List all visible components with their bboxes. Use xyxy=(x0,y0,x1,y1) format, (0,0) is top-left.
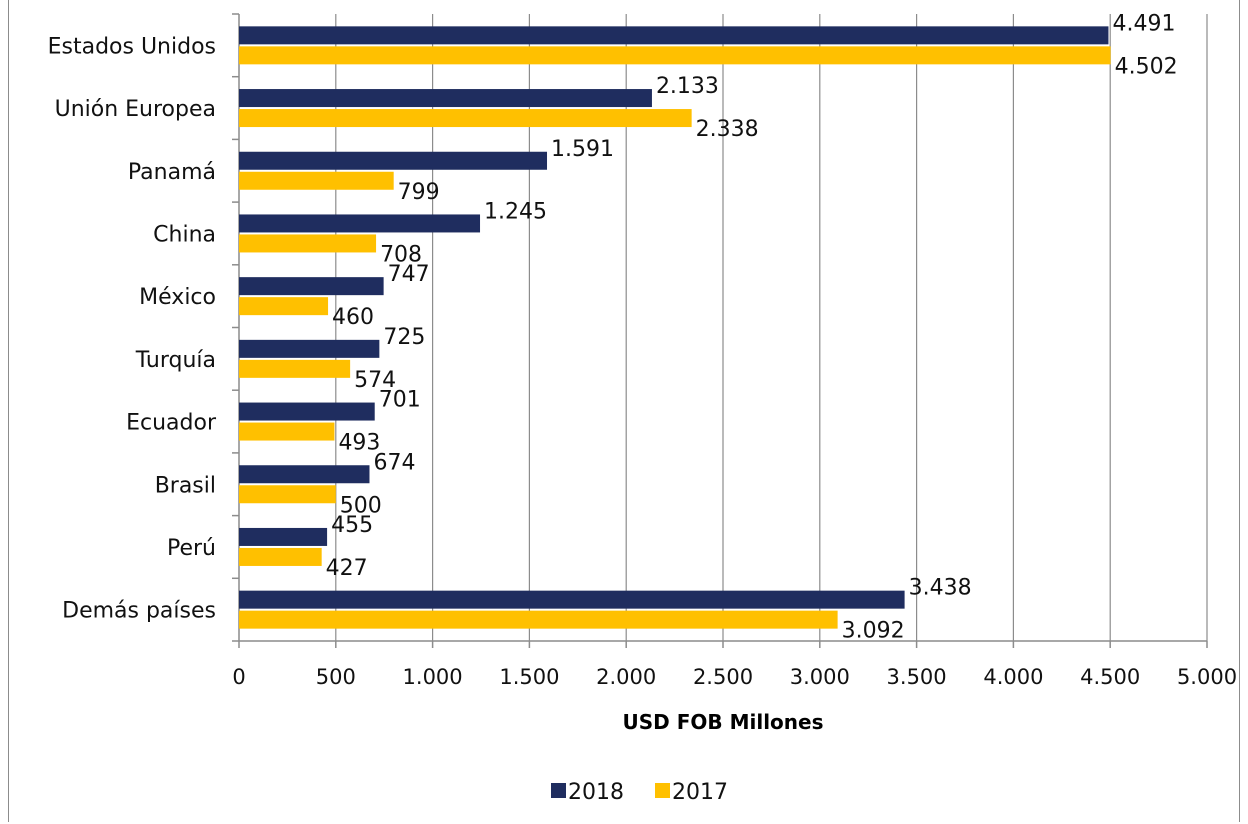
category-label: Demás países xyxy=(62,599,216,624)
bar-2018 xyxy=(239,527,328,546)
data-label-2017: 427 xyxy=(326,556,368,581)
bar-2017 xyxy=(239,46,1111,65)
bar-2018 xyxy=(239,339,380,358)
bar-2018 xyxy=(239,465,370,484)
x-tick-label: 2.000 xyxy=(596,665,656,689)
category-label: China xyxy=(153,222,216,247)
data-label-2017: 2.338 xyxy=(696,117,759,142)
data-label-2018: 747 xyxy=(388,262,430,287)
x-tick-label: 4.000 xyxy=(983,665,1043,689)
data-label-2017: 3.092 xyxy=(842,619,905,644)
data-label-2017: 574 xyxy=(354,368,396,393)
category-label: México xyxy=(139,285,216,310)
bar-2017 xyxy=(239,234,377,253)
category-label: Turquía xyxy=(135,348,216,373)
category-label: Estados Unidos xyxy=(48,34,216,59)
category-label: Ecuador xyxy=(126,411,217,436)
data-label-2017: 799 xyxy=(398,180,440,205)
bar-2017 xyxy=(239,109,692,128)
data-label-2018: 674 xyxy=(373,450,415,475)
legend-swatch-2017 xyxy=(655,783,670,798)
data-label-2018: 455 xyxy=(331,513,373,538)
bar-2017 xyxy=(239,422,335,441)
data-label-2017: 500 xyxy=(340,493,382,518)
x-tick-label: 5.000 xyxy=(1177,665,1237,689)
x-tick-label: 3.500 xyxy=(887,665,947,689)
category-label: Unión Europea xyxy=(55,97,216,122)
category-label: Perú xyxy=(167,536,216,561)
data-label-2017: 4.502 xyxy=(1115,54,1178,79)
bar-2017 xyxy=(239,485,336,504)
x-axis-title: USD FOB Millones xyxy=(623,710,824,734)
data-label-2018: 4.491 xyxy=(1112,11,1175,36)
x-tick-label: 0 xyxy=(232,665,245,689)
x-tick-label: 2.500 xyxy=(693,665,753,689)
data-label-2018: 701 xyxy=(379,388,421,413)
x-tick-label: 4.500 xyxy=(1080,665,1140,689)
bar-2018 xyxy=(239,214,481,233)
data-label-2018: 2.133 xyxy=(656,74,719,99)
data-label-2018: 1.591 xyxy=(551,137,614,162)
category-label: Panamá xyxy=(128,160,216,185)
bar-2017 xyxy=(239,171,394,190)
bar-2018 xyxy=(239,277,384,296)
data-label-2017: 460 xyxy=(332,305,374,330)
x-tick-label: 500 xyxy=(316,665,356,689)
x-tick-label: 1.500 xyxy=(499,665,559,689)
bar-2018 xyxy=(239,402,375,421)
bar-2017 xyxy=(239,297,329,316)
bar-2018 xyxy=(239,590,905,609)
legend-swatch-2018 xyxy=(551,783,566,798)
legend-label-2017: 2017 xyxy=(672,780,728,805)
data-label-2017: 493 xyxy=(338,431,380,456)
bar-2017 xyxy=(239,547,322,566)
x-tick-label: 1.000 xyxy=(403,665,463,689)
bar-2018 xyxy=(239,89,652,108)
legend-label-2018: 2018 xyxy=(568,780,624,805)
data-label-2018: 725 xyxy=(383,325,425,350)
bar-2017 xyxy=(239,359,351,378)
bar-2017 xyxy=(239,610,838,629)
data-label-2018: 3.438 xyxy=(909,576,972,601)
bar-2018 xyxy=(239,151,548,170)
chart-frame xyxy=(8,0,1240,822)
data-label-2017: 708 xyxy=(380,242,422,267)
data-label-2018: 1.245 xyxy=(484,199,547,224)
bar-2018 xyxy=(239,26,1109,45)
x-tick-label: 3.000 xyxy=(790,665,850,689)
category-label: Brasil xyxy=(155,473,216,498)
